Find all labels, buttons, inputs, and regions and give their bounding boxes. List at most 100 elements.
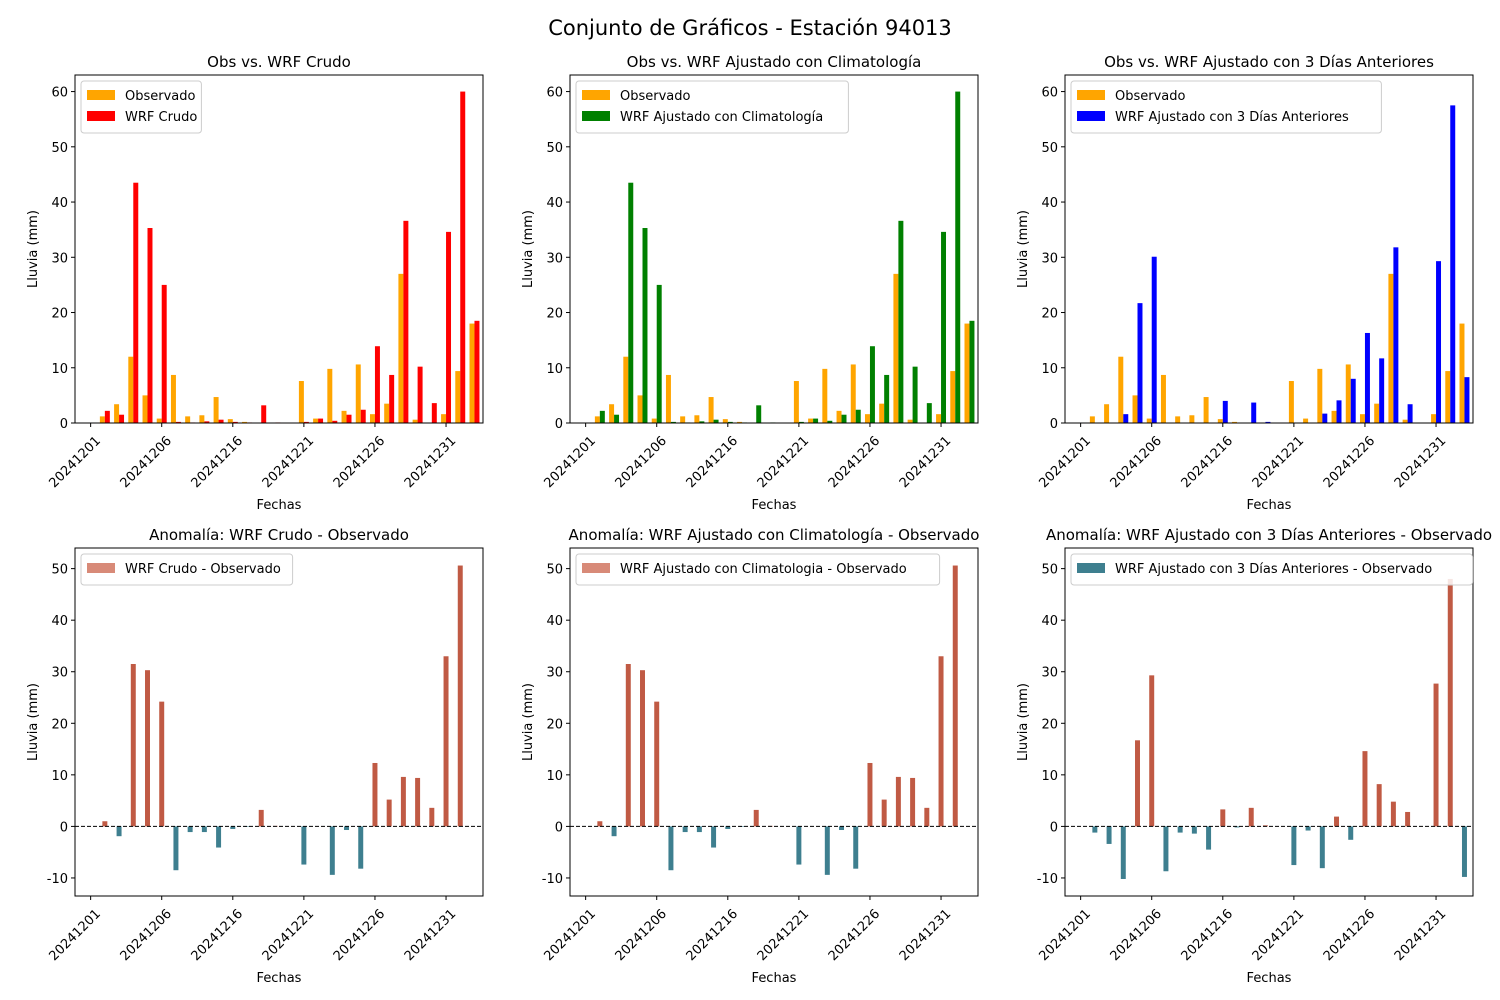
legend-box	[1070, 553, 1474, 586]
bar-observed-11	[1232, 421, 1238, 423]
bar-model-25	[1450, 105, 1456, 423]
x-tick-label: 20241201	[47, 907, 104, 964]
bar-anomaly-5	[159, 701, 165, 827]
y-tick-label: 40	[546, 614, 563, 629]
bar-model-19	[374, 346, 380, 423]
bar-model-15	[813, 418, 819, 423]
y-tick-label: 10	[546, 769, 563, 784]
y-tick-label: 10	[546, 362, 563, 377]
y-tick-label: 20	[546, 717, 563, 732]
legend: WRF Crudo - Observado	[80, 553, 294, 586]
bar-model-22	[417, 366, 423, 423]
bar-anomaly-14	[301, 826, 307, 865]
bar-anomaly-7	[682, 826, 688, 833]
axes-frame	[1064, 547, 1474, 897]
x-tick-label: 20241206	[613, 907, 670, 964]
bar-observed-26	[469, 323, 475, 423]
bar-observed-16	[327, 368, 333, 423]
bar-observed-21	[1388, 273, 1394, 423]
bar-observed-3	[1118, 356, 1124, 423]
axes-frame	[569, 547, 979, 897]
x-tick-label: 20241201	[542, 907, 599, 964]
bar-observed-3	[623, 356, 629, 423]
bar-model-4	[642, 228, 648, 423]
bar-observed-9	[213, 397, 219, 423]
bar-anomaly-11	[1234, 826, 1240, 828]
legend: WRF Ajustado con 3 Días Anteriores - Obs…	[1070, 553, 1474, 586]
bar-observed-17	[836, 410, 842, 423]
bar-observed-24	[1431, 414, 1437, 423]
bar-observed-14	[298, 381, 304, 423]
bar-model-9	[218, 419, 224, 423]
y-tick-label: 50	[51, 563, 68, 578]
bar-model-2	[119, 414, 125, 423]
x-axis-label: Fechas	[1247, 971, 1292, 986]
bar-anomaly-9	[1206, 826, 1212, 850]
bar-observed-20	[384, 403, 390, 423]
y-tick-label: 40	[51, 196, 68, 211]
bar-observed-3	[128, 356, 134, 423]
y-tick-label: 20	[51, 717, 68, 732]
bar-model-1	[104, 410, 110, 423]
bar-model-21	[898, 220, 904, 423]
legend-swatch	[582, 563, 610, 573]
bar-model-24	[941, 231, 947, 423]
x-tick-label: 20241231	[1392, 907, 1449, 964]
x-tick-label: 20241231	[897, 434, 954, 491]
y-tick-label: 40	[546, 196, 563, 211]
bar-anomaly-21	[895, 776, 901, 827]
y-tick-label: 30	[1041, 251, 1058, 266]
legend-label: WRF Crudo	[125, 110, 197, 125]
bar-anomaly-1	[597, 821, 603, 827]
y-tick-label: 40	[51, 614, 68, 629]
bar-anomaly-15	[1305, 826, 1311, 831]
bar-model-23	[431, 403, 437, 423]
bar-observed-2	[609, 404, 615, 423]
x-tick-label: 20241221	[755, 434, 812, 491]
bar-observed-5	[651, 418, 657, 423]
x-axis-label: Fechas	[752, 971, 797, 986]
bar-anomaly-22	[1405, 811, 1411, 827]
y-tick-label: 0	[555, 820, 563, 835]
bar-observed-14	[793, 381, 799, 423]
legend-swatch	[582, 90, 610, 100]
legend: Observado WRF Ajustado con Climatología	[575, 80, 849, 134]
bar-anomaly-5	[1149, 675, 1155, 827]
x-tick-label: 20241201	[1037, 434, 1094, 491]
bar-model-9	[713, 419, 719, 423]
bar-anomaly-11	[739, 826, 745, 827]
x-tick-label: 20241216	[684, 907, 741, 964]
x-tick-label: 20241201	[1037, 907, 1094, 964]
x-tick-label: 20241221	[260, 434, 317, 491]
bar-anomaly-24	[443, 656, 449, 827]
legend-label: Observado	[1115, 89, 1186, 104]
bar-observed-4	[1132, 395, 1138, 423]
bar-anomaly-12	[258, 809, 264, 827]
x-tick-label: 20241231	[897, 907, 954, 964]
bar-model-18	[855, 409, 861, 423]
bar-observed-17	[1331, 410, 1337, 423]
bar-model-20	[1379, 358, 1385, 423]
bar-observed-22	[907, 419, 913, 423]
bar-anomaly-25	[952, 565, 958, 827]
bar-anomaly-17	[839, 826, 845, 831]
bar-model-6	[175, 421, 181, 423]
chart-title: Anomalía: WRF Ajustado con 3 Días Anteri…	[1046, 526, 1492, 544]
y-tick-label: 20	[1041, 717, 1058, 732]
bar-anomaly-3	[130, 664, 136, 827]
bar-model-12	[261, 405, 267, 423]
bar-anomaly-19	[1362, 751, 1368, 827]
bar-observed-10	[227, 419, 233, 423]
bar-observed-1	[99, 416, 105, 423]
y-tick-label: -10	[47, 872, 68, 887]
bar-model-26	[474, 320, 480, 423]
legend-label: WRF Ajustado con Climatología	[620, 110, 823, 125]
bar-observed-7	[680, 416, 686, 423]
bar-observed-25	[950, 371, 956, 423]
bar-observed-11	[242, 421, 248, 423]
bar-anomaly-8	[696, 826, 702, 833]
x-tick-label: 20241201	[47, 434, 104, 491]
bar-observed-16	[822, 368, 828, 423]
axes-frame	[74, 547, 484, 897]
